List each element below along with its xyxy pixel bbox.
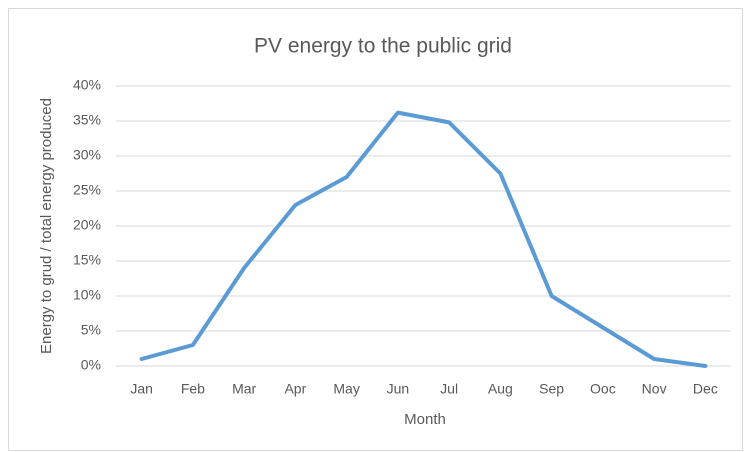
chart-border xyxy=(8,8,743,451)
y-tick-label: 35% xyxy=(73,112,101,128)
x-tick-label: Sep xyxy=(539,381,564,397)
y-tick-label: 30% xyxy=(73,147,101,163)
data-line xyxy=(139,110,708,368)
x-tick-label: Jul xyxy=(440,381,458,397)
chart-title: PV energy to the public grid xyxy=(254,35,512,58)
x-tick-label: Nov xyxy=(642,381,667,397)
y-tick-label: 40% xyxy=(73,77,101,93)
x-tick-label: Jun xyxy=(387,381,410,397)
x-tick-label: Dec xyxy=(693,381,718,397)
x-tick-label: May xyxy=(333,381,359,397)
y-tick-label: 10% xyxy=(73,287,101,303)
y-axis-label: Energy to grud / total energy produced xyxy=(38,98,55,354)
x-tick-label: Jan xyxy=(130,381,153,397)
y-tick-label: 20% xyxy=(73,217,101,233)
y-tick-label: 25% xyxy=(73,182,101,198)
y-tick-label: 0% xyxy=(81,357,101,373)
x-tick-label: Ooc xyxy=(590,381,616,397)
x-tick-label: Aug xyxy=(488,381,513,397)
x-tick-label: Apr xyxy=(284,381,306,397)
x-tick-label: Mar xyxy=(232,381,256,397)
x-axis-label: Month xyxy=(404,411,446,428)
y-tick-label: 5% xyxy=(81,322,101,338)
x-tick-label: Feb xyxy=(181,381,205,397)
y-tick-label: 15% xyxy=(73,252,101,268)
